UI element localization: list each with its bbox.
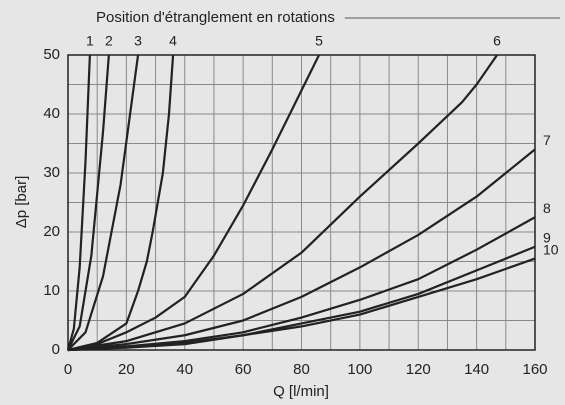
x-tick-label: 0	[64, 361, 72, 378]
series-line	[67, 257, 536, 352]
series-label: 5	[315, 33, 323, 49]
x-tick-label: 120	[406, 361, 431, 378]
y-tick-label: 50	[43, 46, 60, 63]
series-line	[67, 54, 320, 352]
series-line	[67, 54, 110, 351]
series-label: 1	[86, 33, 94, 49]
series-line	[67, 54, 498, 352]
y-tick-label: 30	[43, 164, 60, 181]
y-tick-label: 0	[52, 341, 60, 358]
series-label: 6	[493, 33, 501, 49]
series-label: 7	[543, 132, 551, 148]
series-label: 4	[169, 33, 177, 49]
y-tick-label: 40	[43, 105, 60, 122]
chart-title: Position d'étranglement en rotations	[96, 9, 335, 26]
x-tick-label: 100	[347, 361, 372, 378]
x-tick-label: 140	[464, 361, 489, 378]
series-label: 2	[105, 33, 113, 49]
y-tick-label: 10	[43, 282, 60, 299]
x-tick-label: 20	[118, 361, 135, 378]
y-tick-label: 20	[43, 223, 60, 240]
series-line	[67, 148, 536, 352]
series-label: 9	[543, 229, 551, 245]
x-tick-label: 160	[522, 361, 547, 378]
series-label: 3	[134, 33, 142, 49]
x-tick-label: 60	[235, 361, 252, 378]
x-tick-label: 40	[176, 361, 193, 378]
series-label: 10	[543, 241, 559, 257]
series-line	[66, 54, 91, 351]
plot-frame	[67, 54, 536, 351]
x-tick-label: 80	[293, 361, 310, 378]
series-line	[67, 54, 140, 351]
series-line	[67, 54, 175, 352]
x-axis-label: Q [l/min]	[273, 383, 329, 400]
series-label: 8	[543, 200, 551, 216]
y-axis-label: Δp [bar]	[13, 176, 30, 229]
